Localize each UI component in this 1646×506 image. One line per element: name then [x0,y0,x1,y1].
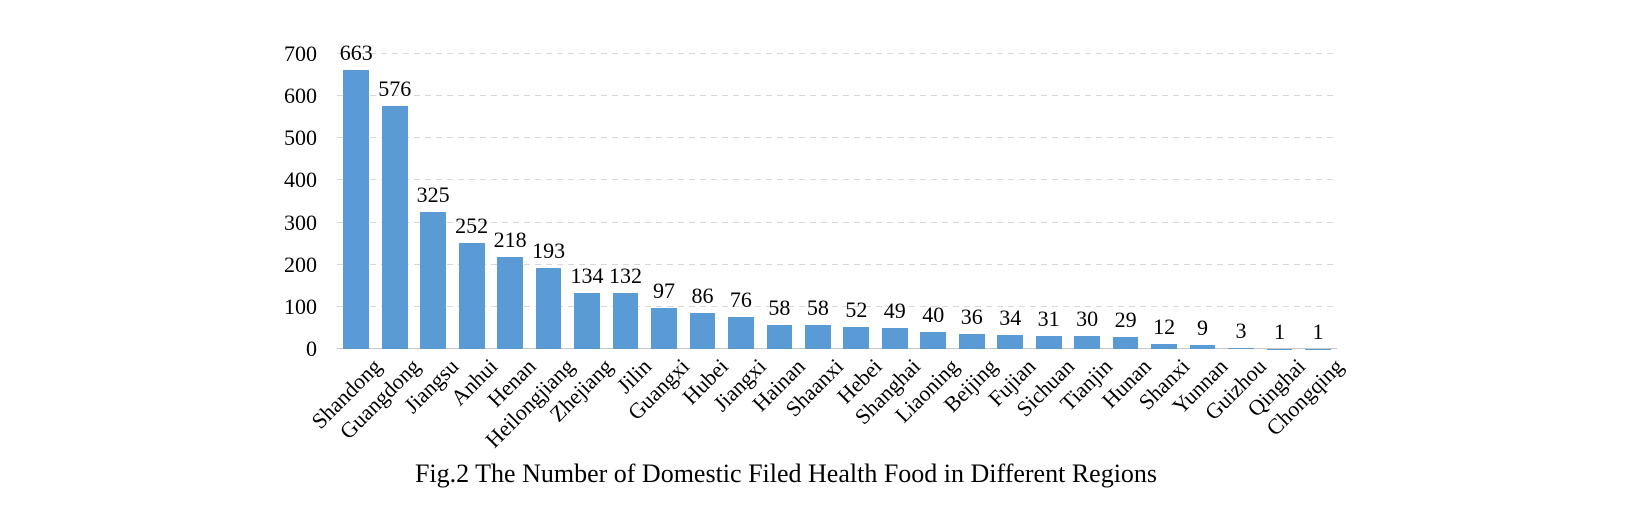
bar-value-label: 97 [652,278,675,304]
bar-value-label: 3 [1235,317,1247,343]
bar [1228,347,1254,349]
figure-caption: Fig.2 The Number of Domestic Filed Healt… [414,459,1158,488]
bar-value-label: 1 [1273,318,1285,344]
bar [804,324,831,349]
bar-column: 29 Hunan [1097,54,1156,412]
bar-column: 218 Henan [482,54,540,412]
bar [689,312,716,349]
bar [843,327,870,349]
y-axis-tick-label: 600 [284,83,317,109]
bar-column: 325 Jiangsu [399,54,463,418]
y-axis-tick-label: 400 [284,167,317,193]
x-axis-line [337,348,1337,349]
bar-value-label: 34 [999,304,1022,330]
bar [920,332,947,349]
bar-value-label: 49 [883,298,906,324]
bar-column: 1 Chongqing [1261,54,1348,440]
bar-column: 31 Sichuan [1011,54,1079,421]
y-axis-tick-label: 700 [284,41,317,66]
bar [958,333,985,349]
bar [997,334,1024,349]
bar-value-label: 40 [922,302,945,328]
bar [458,242,485,349]
plot-area: 663 Shandong 576 Guangdong 325 Jiangsu 252 Anhu… [284,41,1349,452]
bar-column: 12 Shanxi [1133,54,1194,414]
bar-column: 76 Jiangxi [709,54,772,416]
bar-value-label: 31 [1037,305,1060,331]
bar-value-label: 134 [570,262,604,288]
bar [381,106,408,349]
bar [1189,345,1216,349]
bar [881,328,908,349]
bar [1151,343,1177,349]
bar [1074,336,1101,349]
bar-column: 134 Zhejiang [544,54,617,427]
y-axis-tick-label: 100 [284,293,317,319]
bar [1035,335,1062,349]
bars-row: 663 Shandong 576 Guangdong 325 Jiangsu 252 Anhu… [307,41,1349,452]
bar-value-label: 325 [416,182,450,208]
bar-value-label: 86 [691,282,714,308]
y-axis-tick-label: 0 [306,336,317,361]
bar-column: 34 Fujian [983,54,1040,411]
bar-value-label: 52 [845,297,868,323]
bar-value-label: 1 [1312,318,1324,344]
bar-column: 193 Heilongjiang [480,54,579,452]
bar-value-label: 252 [455,212,489,238]
bar [497,257,523,349]
bar-value-label: 193 [532,237,566,263]
bar-column: 9 Yunnan [1168,54,1233,419]
bar-column: 86 Hubei [677,54,733,409]
bar-column: 132 Jilin [606,54,656,398]
bar-value-label: 58 [806,294,829,320]
bar-value-label: 663 [339,39,373,65]
bar-value-label: 12 [1153,313,1176,339]
bar [766,324,793,349]
bar-column: 30 Tianjin [1055,54,1117,416]
bar-value-label: 29 [1114,306,1137,332]
bar-value-label: 36 [960,303,983,329]
bar [651,308,677,349]
bar [535,267,562,349]
y-axis-tick-label: 200 [284,251,317,277]
bar-value-label: 576 [378,76,412,102]
bar-value-label: 218 [493,227,527,253]
bar-column: 49 Shanghai [849,54,925,429]
bar [420,212,447,349]
bar-column: 252 Anhui [445,54,502,410]
bar [1112,336,1139,349]
bar-column: 52 Hebei [832,54,887,409]
bar [574,292,600,349]
y-axis-tick-label: 300 [284,209,317,235]
bar [728,316,754,349]
bar-column: 576 Guangdong [335,54,425,444]
bar-column: 97 Guangxi [623,54,694,425]
bar-column: 663 Shandong [307,41,387,433]
bar-value-label: 76 [729,286,752,312]
bar-value-label: 132 [609,263,643,289]
bar-value-label: 30 [1076,306,1099,332]
bar-value-label: 9 [1197,315,1209,341]
bar-column: 40 Liaoning [890,54,964,428]
bar-column: 58 Hainan [747,54,810,416]
bar-value-label: 58 [768,294,791,320]
bar-column: 36 Beijing [939,54,1002,417]
bar-column: 1 Qinghai [1242,54,1310,421]
bar-column: 58 Shaanxi [780,54,848,421]
bar [612,293,639,349]
bar [343,69,370,349]
bar-column: 3 Guizhou [1200,54,1271,425]
y-axis-tick-label: 500 [284,125,317,151]
